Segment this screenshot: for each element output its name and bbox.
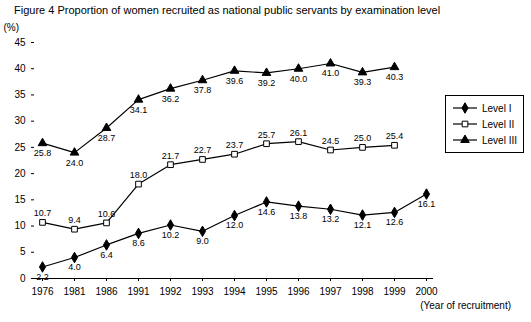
svg-text:4.0: 4.0 <box>68 262 81 272</box>
svg-text:1997: 1997 <box>319 286 342 297</box>
svg-text:(%): (%) <box>4 22 20 33</box>
svg-text:39.2: 39.2 <box>258 78 276 88</box>
svg-text:13.8: 13.8 <box>290 211 308 221</box>
svg-text:5: 5 <box>20 246 26 257</box>
svg-text:6.4: 6.4 <box>100 250 113 260</box>
svg-text:25.4: 25.4 <box>386 131 404 141</box>
svg-text:40.3: 40.3 <box>386 72 404 82</box>
svg-text:1991: 1991 <box>127 286 150 297</box>
svg-text:25.8: 25.8 <box>34 148 52 158</box>
svg-text:28.7: 28.7 <box>98 133 116 143</box>
svg-text:41.0: 41.0 <box>322 68 340 78</box>
svg-text:22.7: 22.7 <box>194 145 212 155</box>
svg-text:24.5: 24.5 <box>322 136 340 146</box>
svg-text:1995: 1995 <box>255 286 278 297</box>
svg-text:40: 40 <box>14 63 26 74</box>
svg-text:8.6: 8.6 <box>132 238 145 248</box>
svg-text:34.1: 34.1 <box>130 105 148 115</box>
svg-text:36.2: 36.2 <box>162 94 180 104</box>
svg-text:9.0: 9.0 <box>196 236 209 246</box>
svg-text:10.6: 10.6 <box>98 209 116 219</box>
svg-text:30: 30 <box>14 115 26 126</box>
svg-text:10: 10 <box>14 220 26 231</box>
svg-text:21.7: 21.7 <box>162 151 180 161</box>
svg-text:2000: 2000 <box>415 286 438 297</box>
svg-text:25.7: 25.7 <box>258 130 276 140</box>
svg-text:1976: 1976 <box>31 286 54 297</box>
svg-text:9.4: 9.4 <box>68 215 81 225</box>
svg-text:39.3: 39.3 <box>354 77 372 87</box>
html-text:Level I: Level I <box>482 102 512 114</box>
svg-text:18.0: 18.0 <box>130 170 148 180</box>
svg-text:39.6: 39.6 <box>226 76 244 86</box>
svg-text:14.6: 14.6 <box>258 207 276 217</box>
svg-text:2.2: 2.2 <box>36 272 49 282</box>
svg-text:1994: 1994 <box>223 286 246 297</box>
svg-text:37.8: 37.8 <box>194 85 212 95</box>
svg-text:1992: 1992 <box>159 286 182 297</box>
svg-text:20: 20 <box>14 168 26 179</box>
svg-text:12.6: 12.6 <box>386 217 404 227</box>
svg-text:12.0: 12.0 <box>226 220 244 230</box>
svg-text:13.2: 13.2 <box>322 214 340 224</box>
svg-text:0: 0 <box>20 273 26 284</box>
svg-text:35: 35 <box>14 89 26 100</box>
svg-text:25.0: 25.0 <box>354 133 372 143</box>
svg-text:26.1: 26.1 <box>290 128 308 138</box>
svg-text:16.1: 16.1 <box>418 199 436 209</box>
svg-text:10.2: 10.2 <box>162 230 180 240</box>
svg-text:45: 45 <box>14 37 26 48</box>
svg-text:1999: 1999 <box>383 286 406 297</box>
html-text:Figure 4 Proportion of women r: Figure 4 Proportion of women recruited a… <box>14 4 441 16</box>
html-text:Level III: Level III <box>482 134 517 146</box>
html-text:(Year of recruitment): (Year of recruitment) <box>420 300 511 311</box>
svg-text:24.0: 24.0 <box>66 158 84 168</box>
svg-text:12.1: 12.1 <box>354 220 372 230</box>
svg-text:1998: 1998 <box>351 286 374 297</box>
svg-text:40.0: 40.0 <box>290 74 308 84</box>
svg-text:1981: 1981 <box>63 286 86 297</box>
svg-text:1986: 1986 <box>95 286 118 297</box>
svg-text:15: 15 <box>14 194 26 205</box>
svg-text:23.7: 23.7 <box>226 140 244 150</box>
svg-text:25: 25 <box>14 142 26 153</box>
svg-text:1993: 1993 <box>191 286 214 297</box>
html-text:Level II: Level II <box>482 118 515 130</box>
svg-text:10.7: 10.7 <box>34 208 52 218</box>
svg-text:1996: 1996 <box>287 286 310 297</box>
